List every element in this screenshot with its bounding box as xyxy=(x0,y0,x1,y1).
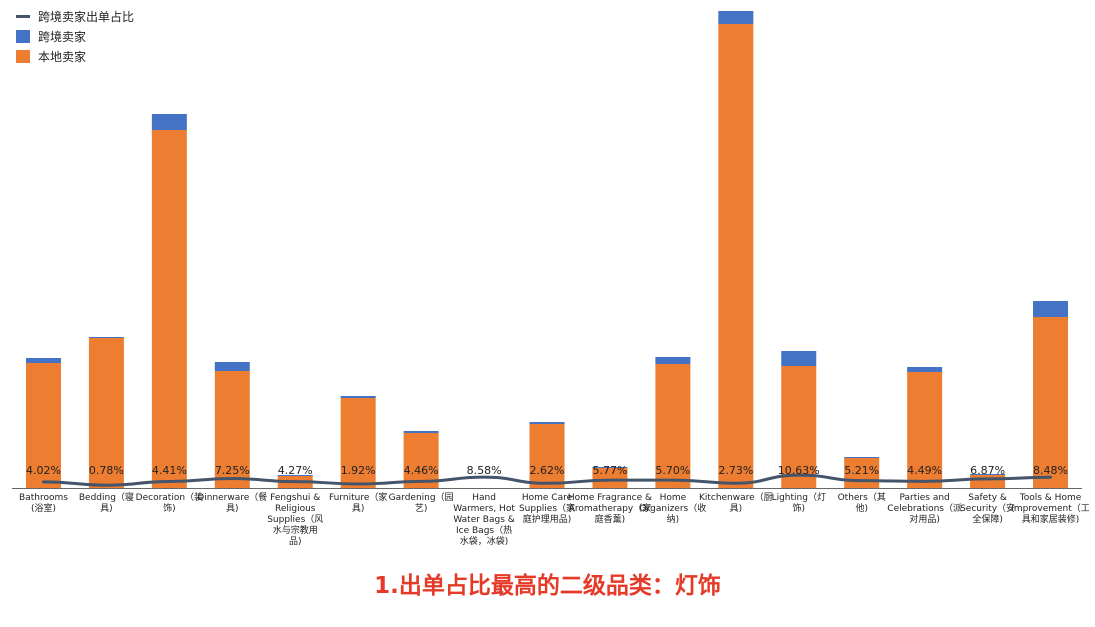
bar-local xyxy=(25,363,61,488)
bar-cross xyxy=(1033,301,1069,317)
x-tick-label: Home Fragrance & Aromatherapy（家庭香薰) xyxy=(568,493,652,525)
legend-local-swatch xyxy=(16,49,30,63)
bar-local xyxy=(655,364,691,488)
line-data-label: 4.49% xyxy=(907,464,942,477)
x-tick-label: Lighting（灯饰) xyxy=(772,492,826,514)
chart-caption: 1.出单占比最高的二级品类：灯饰 xyxy=(374,573,721,599)
x-tick-label: Furniture（家具) xyxy=(329,491,387,514)
line-data-label: 8.58% xyxy=(467,464,502,477)
bar-local xyxy=(151,130,187,488)
bar-cross xyxy=(88,337,124,338)
x-tick-label: Safety & Security（安全保障) xyxy=(960,493,1015,525)
bar-cross xyxy=(844,457,880,458)
line-data-label: 7.25% xyxy=(215,464,250,477)
line-data-label: 2.73% xyxy=(718,464,753,477)
x-tick-label: Home Care Supplies（家庭护理用品) xyxy=(519,493,575,525)
x-tick-label: Home Organizers（收纳) xyxy=(640,493,707,525)
bar-local xyxy=(781,366,817,488)
line-data-label: 5.70% xyxy=(655,464,690,477)
bar-cross xyxy=(340,396,376,398)
line-data-label: 4.46% xyxy=(404,464,439,477)
x-tick-label: Decoration（装饰) xyxy=(136,491,203,514)
bar-cross xyxy=(970,474,1006,475)
bar-cross xyxy=(151,114,187,130)
bar-cross xyxy=(529,422,565,424)
line-data-label: 0.78% xyxy=(89,464,124,477)
bar-cross xyxy=(907,367,943,372)
legend-item-line: 跨境卖家出单占比 xyxy=(16,6,134,26)
line-data-label: 1.92% xyxy=(341,464,376,477)
x-tick-label: Hand Warmers, Hot Water Bags & Ice Bags（热水袋… xyxy=(453,493,515,547)
legend-local-label: 本地卖家 xyxy=(38,49,87,64)
line-data-label: 6.87% xyxy=(970,464,1005,477)
line-data-label: 4.41% xyxy=(152,464,187,477)
bar-cross xyxy=(214,362,250,371)
line-data-label: 2.62% xyxy=(530,464,565,477)
legend-line-swatch xyxy=(16,14,30,18)
chart-legend: 跨境卖家出单占比 跨境卖家 本地卖家 xyxy=(16,6,134,66)
x-tick-label: Kitchenware（厨具) xyxy=(699,492,773,514)
bar-local xyxy=(907,372,943,488)
bar-cross xyxy=(718,11,754,24)
x-tick-label: Bathrooms (浴室) xyxy=(19,493,68,514)
bar-local xyxy=(529,424,565,488)
bar-local xyxy=(844,458,880,488)
bar-cross xyxy=(781,351,817,366)
bar-cross xyxy=(277,475,313,476)
bar-local xyxy=(592,468,628,488)
bar-local xyxy=(403,433,439,488)
bar-cross xyxy=(25,358,61,363)
bar-local xyxy=(340,398,376,488)
bar-cross xyxy=(655,357,691,364)
x-tick-label: Others（其他) xyxy=(838,492,886,514)
x-tick-label: Bedding（寝具) xyxy=(79,491,134,514)
bar-cross xyxy=(403,431,439,433)
legend-cross-swatch xyxy=(16,29,30,43)
legend-cross-label: 跨境卖家 xyxy=(38,29,87,44)
legend-line-label: 跨境卖家出单占比 xyxy=(38,9,135,24)
line-data-label: 4.27% xyxy=(278,464,313,477)
legend-item-cross: 跨境卖家 xyxy=(16,26,134,46)
line-data-label: 5.21% xyxy=(844,464,879,477)
bar-local xyxy=(214,371,250,488)
x-tick-label: Dinnerware（餐具) xyxy=(197,491,267,514)
bar-local xyxy=(88,338,124,488)
line-data-label: 4.02% xyxy=(26,464,61,477)
ratio-line xyxy=(41,473,1053,487)
line-data-label: 8.48% xyxy=(1033,464,1068,477)
line-data-label: 5.77% xyxy=(592,464,627,477)
x-tick-label: Gardening（园艺) xyxy=(389,492,454,514)
x-tick-label: Tools & Home Improvement（工具和家居装修) xyxy=(1011,493,1090,525)
legend-item-local: 本地卖家 xyxy=(16,46,134,66)
line-data-label: 10.63% xyxy=(778,464,820,477)
x-tick-label: Parties and Celebrations（派对用品) xyxy=(887,493,962,525)
bar-cross xyxy=(592,467,628,468)
bar-local xyxy=(718,24,754,488)
bar-local xyxy=(1033,317,1069,488)
x-tick-label: Fengshui & Religious Supplies（风水与宗教用品) xyxy=(267,493,323,547)
